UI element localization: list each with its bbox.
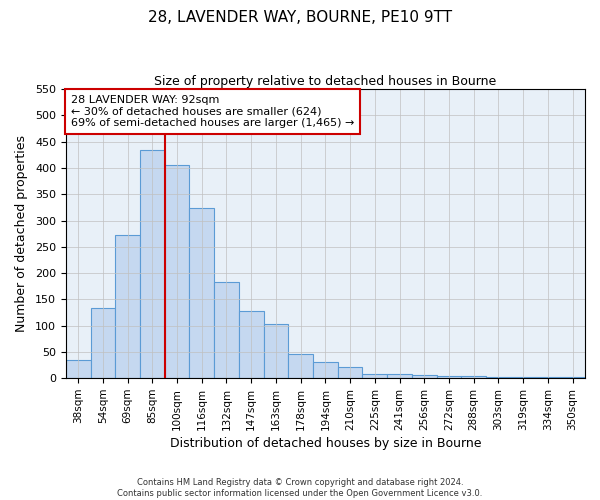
Bar bbox=[437, 376, 461, 378]
Bar bbox=[214, 282, 239, 378]
Text: 28 LAVENDER WAY: 92sqm
← 30% of detached houses are smaller (624)
69% of semi-de: 28 LAVENDER WAY: 92sqm ← 30% of detached… bbox=[71, 95, 355, 128]
Title: Size of property relative to detached houses in Bourne: Size of property relative to detached ho… bbox=[154, 75, 497, 88]
Bar bbox=[387, 374, 412, 378]
Bar bbox=[486, 376, 511, 378]
Text: Contains HM Land Registry data © Crown copyright and database right 2024.
Contai: Contains HM Land Registry data © Crown c… bbox=[118, 478, 482, 498]
Bar bbox=[91, 308, 115, 378]
Bar bbox=[239, 311, 263, 378]
Bar bbox=[190, 208, 214, 378]
Bar bbox=[313, 362, 338, 378]
Bar bbox=[66, 360, 91, 378]
Bar bbox=[338, 367, 362, 378]
Bar bbox=[412, 375, 437, 378]
Bar bbox=[362, 374, 387, 378]
Bar bbox=[140, 150, 164, 378]
Bar bbox=[511, 377, 536, 378]
Bar bbox=[263, 324, 289, 378]
Text: 28, LAVENDER WAY, BOURNE, PE10 9TT: 28, LAVENDER WAY, BOURNE, PE10 9TT bbox=[148, 10, 452, 25]
Bar bbox=[115, 236, 140, 378]
Bar bbox=[560, 377, 585, 378]
Y-axis label: Number of detached properties: Number of detached properties bbox=[15, 135, 28, 332]
X-axis label: Distribution of detached houses by size in Bourne: Distribution of detached houses by size … bbox=[170, 437, 481, 450]
Bar bbox=[164, 166, 190, 378]
Bar bbox=[461, 376, 486, 378]
Bar bbox=[289, 354, 313, 378]
Bar bbox=[536, 377, 560, 378]
